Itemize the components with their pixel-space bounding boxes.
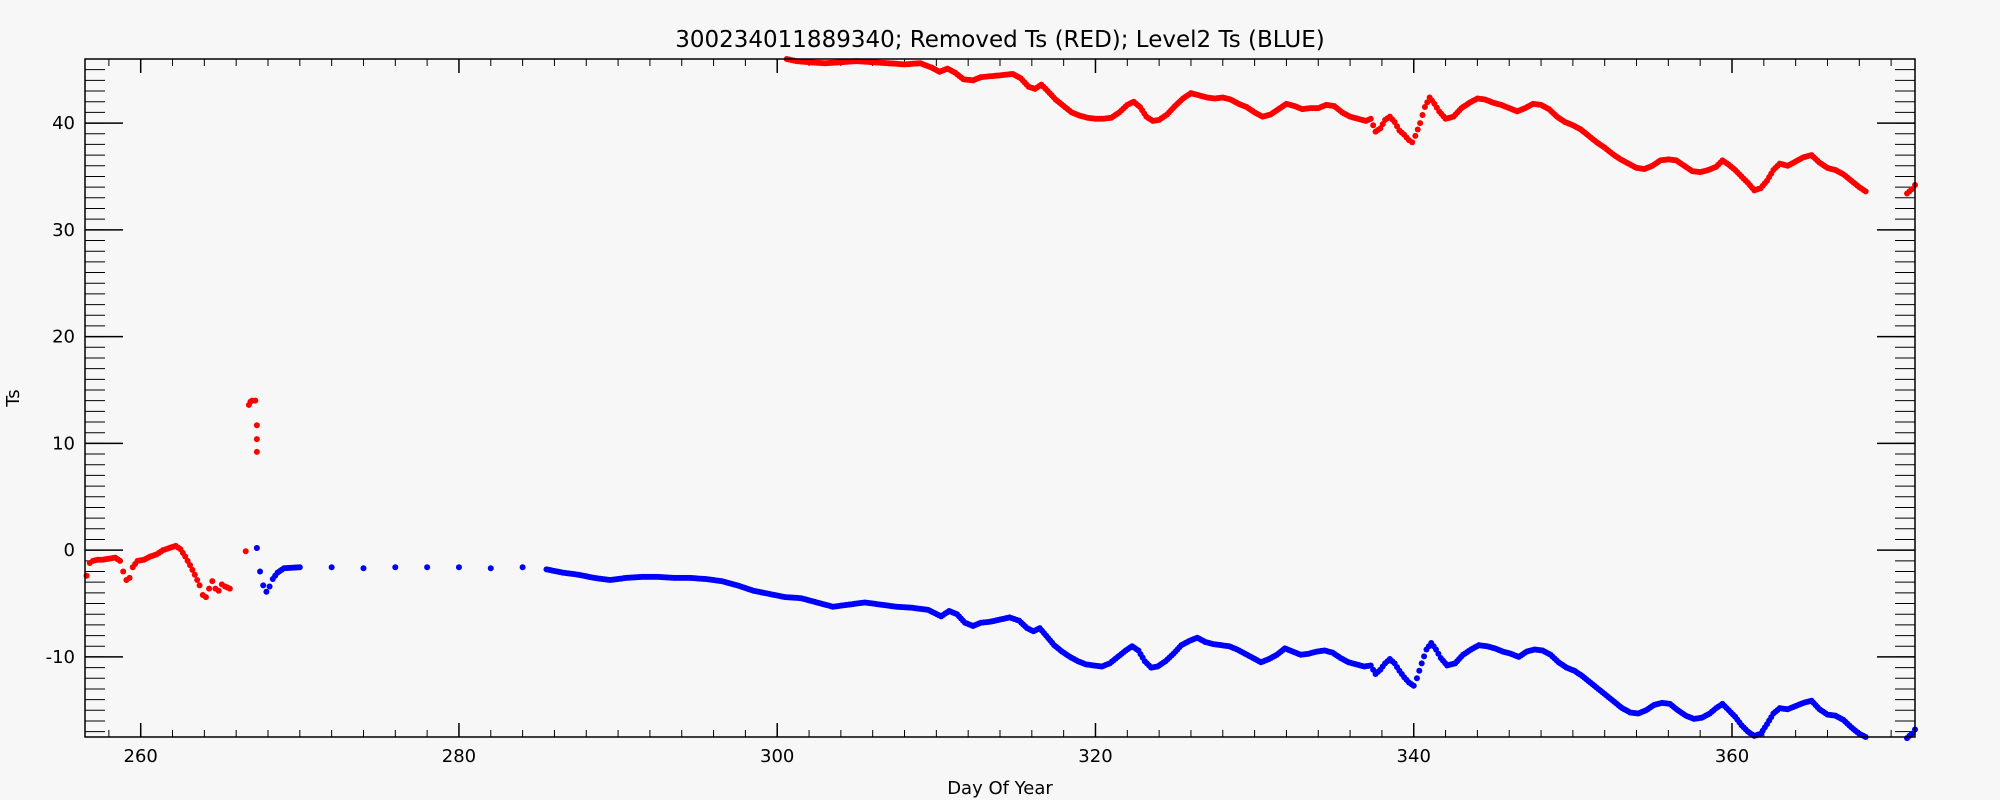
data-point — [1418, 660, 1425, 667]
data-point — [296, 564, 303, 571]
plot-frame — [84, 58, 1916, 738]
x-tick-label: 360 — [1715, 746, 1749, 767]
data-point — [191, 571, 198, 578]
data-point — [1412, 132, 1419, 139]
data-point — [242, 548, 249, 555]
data-point — [202, 594, 209, 601]
chart-title: 300234011889340; Removed Ts (RED); Level… — [675, 27, 1325, 53]
data-point — [1416, 667, 1423, 674]
x-tick-label: 320 — [1078, 746, 1112, 767]
data-point — [519, 564, 526, 571]
data-point — [209, 578, 216, 585]
data-point — [1421, 104, 1428, 111]
data-point — [226, 585, 233, 592]
data-point — [117, 557, 124, 564]
x-axis-label: Day Of Year — [947, 778, 1053, 799]
data-point — [215, 587, 222, 594]
data-point — [1414, 126, 1421, 133]
y-tick-label: 30 — [52, 220, 75, 241]
data-point — [1862, 188, 1869, 195]
data-point — [253, 545, 260, 552]
x-tick-label: 300 — [760, 746, 794, 767]
data-point — [126, 574, 133, 581]
data-point — [1413, 675, 1420, 682]
data-point — [187, 562, 194, 569]
data-point — [257, 568, 264, 575]
data-point — [424, 564, 431, 571]
x-tick-label: 260 — [124, 746, 158, 767]
data-point — [1908, 186, 1915, 193]
y-tick-label: 40 — [52, 113, 75, 134]
data-point — [360, 565, 367, 572]
y-tick-label: 10 — [52, 433, 75, 454]
data-point — [189, 566, 196, 573]
data-point — [455, 564, 462, 571]
data-point — [1367, 115, 1374, 122]
data-point — [1410, 682, 1417, 689]
data-point — [1421, 653, 1428, 660]
x-tick-label: 340 — [1397, 746, 1431, 767]
data-point — [253, 448, 260, 455]
y-tick-label: 0 — [64, 540, 75, 561]
data-point — [1417, 120, 1424, 127]
data-point — [120, 568, 127, 575]
data-point — [194, 577, 201, 584]
data-point — [266, 583, 273, 590]
data-point — [252, 397, 259, 404]
data-point — [1370, 122, 1377, 129]
data-point — [206, 585, 213, 592]
data-point — [1409, 139, 1416, 146]
data-point — [1419, 112, 1426, 119]
data-point — [263, 588, 270, 595]
data-point — [253, 436, 260, 443]
data-point — [328, 564, 335, 571]
axis-ticks: 260 280 300 320 340 360 -10 0 10 20 30 40 — [46, 58, 1915, 767]
data-point — [487, 565, 494, 572]
plot-points — [83, 56, 1918, 742]
data-point — [260, 582, 267, 589]
y-axis-label: Ts — [3, 389, 24, 407]
x-tick-label: 280 — [442, 746, 476, 767]
y-tick-label: -10 — [46, 647, 75, 668]
series-level2-ts — [253, 545, 1918, 742]
data-point — [253, 422, 260, 429]
series-removed-ts — [83, 56, 1918, 601]
data-point — [196, 582, 203, 589]
data-point — [392, 564, 399, 571]
data-point — [1424, 99, 1431, 106]
data-point — [1908, 730, 1915, 737]
y-tick-label: 20 — [52, 327, 75, 348]
